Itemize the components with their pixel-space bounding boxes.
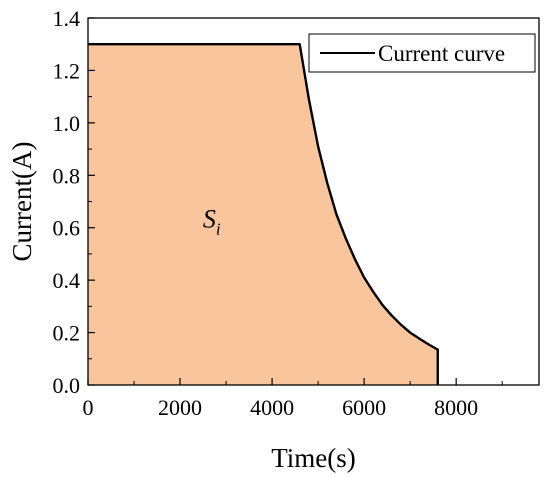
y-tick-label: 0.8 xyxy=(53,163,81,188)
x-tick-label: 0 xyxy=(83,395,94,420)
area-annotation-symbol: S xyxy=(203,205,216,234)
tick-layer: 0 2000 4000 6000 8000 0.0 0.2 0.4 0.6 0.8 1.0 1.2 1.… xyxy=(53,6,503,420)
fill-layer xyxy=(88,44,438,386)
area-annotation-subscript: i xyxy=(216,220,221,239)
x-tick-label: 6000 xyxy=(342,395,386,420)
legend: Current curve xyxy=(308,33,536,73)
y-tick-label: 0.2 xyxy=(53,321,81,346)
y-tick-label: 1.0 xyxy=(53,111,81,136)
y-tick-label: 1.4 xyxy=(53,6,81,31)
series-line-0 xyxy=(88,43,439,385)
y-tick-label: 1.2 xyxy=(53,58,81,83)
x-tick-label: 8000 xyxy=(434,395,478,420)
x-axis-title: Time(s) xyxy=(271,443,356,473)
legend-label: Current curve xyxy=(378,41,505,66)
y-tick-label: 0.0 xyxy=(53,373,81,398)
x-tick-label: 2000 xyxy=(158,395,202,420)
series-area-0 xyxy=(88,44,438,386)
y-tick-label: 0.4 xyxy=(53,268,81,293)
x-tick-label: 4000 xyxy=(250,395,294,420)
area-annotation: Si xyxy=(203,205,221,239)
y-tick-label: 0.6 xyxy=(53,216,81,241)
line-layer xyxy=(88,43,439,385)
y-axis-title: Current(A) xyxy=(7,142,37,262)
